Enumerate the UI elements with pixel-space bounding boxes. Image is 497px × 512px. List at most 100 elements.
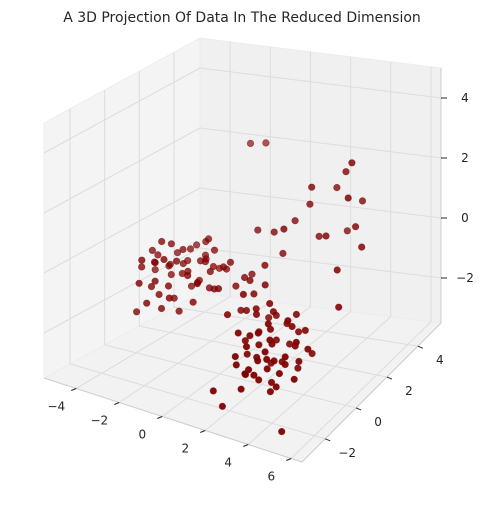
- data-point: [186, 245, 195, 253]
- data-point: [255, 341, 263, 349]
- grid-line-y: [104, 344, 357, 409]
- axis-panes: [42, 37, 442, 463]
- data-point: [245, 366, 253, 374]
- data-point: [269, 308, 278, 316]
- data-point: [270, 228, 278, 236]
- data-point: [306, 200, 314, 208]
- y-tick-mark: [355, 407, 362, 411]
- data-point: [281, 360, 289, 369]
- data-point: [352, 223, 360, 231]
- data-point: [344, 194, 352, 202]
- data-point: [342, 168, 350, 176]
- data-point: [158, 237, 166, 246]
- data-point: [263, 365, 271, 373]
- data-point: [284, 317, 292, 325]
- grid-line-z: [199, 247, 442, 279]
- data-point: [138, 256, 146, 264]
- data-point: [288, 322, 296, 331]
- y-tick-mark: [324, 438, 331, 442]
- data-point: [275, 370, 284, 378]
- data-point: [263, 355, 271, 364]
- data-point: [205, 235, 213, 243]
- data-point: [246, 139, 255, 147]
- data-point: [255, 376, 263, 384]
- data-point: [151, 277, 159, 285]
- x-tick-label: 6: [267, 470, 275, 484]
- x-tick-label: 2: [181, 442, 189, 456]
- data-point: [279, 249, 287, 257]
- x-tick-mark: [243, 444, 249, 447]
- data-point: [209, 387, 217, 395]
- data-point: [201, 258, 209, 266]
- grid-line-z: [199, 187, 442, 219]
- grid-lines: [43, 41, 442, 459]
- grid-line-z: [43, 127, 201, 214]
- data-point: [165, 262, 173, 270]
- grid-line-z: [43, 187, 201, 274]
- data-point: [179, 260, 187, 268]
- data-point: [343, 227, 351, 235]
- data-point: [292, 338, 300, 346]
- y-tick-label: 2: [405, 384, 413, 398]
- data-point: [242, 306, 251, 315]
- z-tick-label: 0: [461, 211, 469, 225]
- x-tick-mark: [200, 430, 206, 433]
- data-point: [157, 304, 166, 313]
- data-point: [237, 385, 245, 393]
- data-point: [261, 281, 269, 289]
- grid-line-z: [199, 127, 442, 159]
- y-tick-mark: [386, 376, 393, 380]
- grid-line-z: [199, 67, 442, 99]
- data-point: [232, 361, 240, 369]
- tick-labels: −4 −2 0 2 4 6 −2 0 2 4 −2 0 2 4: [47, 91, 473, 484]
- data-point: [250, 371, 258, 379]
- data-point: [148, 246, 156, 254]
- data-point: [210, 246, 219, 254]
- y-tick-mark: [417, 345, 424, 349]
- data-point: [281, 353, 289, 361]
- data-point: [193, 241, 201, 249]
- x-tick-mark: [71, 388, 77, 391]
- data-point: [262, 139, 270, 147]
- data-point: [254, 357, 262, 365]
- data-point: [270, 357, 278, 365]
- data-point: [143, 299, 151, 307]
- x-tick-label: −4: [47, 400, 65, 414]
- data-point: [358, 243, 366, 251]
- data-point: [254, 329, 262, 337]
- data-point: [147, 283, 156, 291]
- data-point: [151, 266, 159, 274]
- data-point: [175, 307, 183, 315]
- data-point: [241, 273, 249, 282]
- data-point: [243, 350, 251, 358]
- x-tick-mark: [286, 458, 292, 461]
- data-point: [154, 251, 162, 259]
- data-point: [150, 258, 159, 266]
- data-point: [248, 270, 256, 278]
- data-point: [333, 266, 341, 274]
- data-point: [295, 357, 303, 366]
- chart-title: A 3D Projection Of Data In The Reduced D…: [63, 10, 421, 26]
- data-point: [218, 402, 226, 410]
- x-tick-mark: [114, 402, 120, 405]
- data-point: [167, 240, 175, 248]
- data-point: [261, 348, 269, 356]
- data-point: [266, 300, 274, 308]
- y-tick-label: −2: [338, 446, 356, 460]
- data-point: [135, 279, 143, 287]
- data-point: [193, 280, 201, 288]
- data-point: [160, 255, 168, 264]
- back-pane: [199, 37, 442, 324]
- data-point: [206, 268, 214, 276]
- data-point: [358, 197, 367, 205]
- data-point: [308, 183, 316, 191]
- data-point: [295, 328, 303, 336]
- z-tick-label: −2: [456, 271, 474, 285]
- data-point: [294, 364, 302, 372]
- data-point: [254, 226, 262, 234]
- data-point: [266, 336, 274, 344]
- data-points: [133, 139, 367, 436]
- data-point: [179, 245, 187, 254]
- data-point: [165, 294, 173, 302]
